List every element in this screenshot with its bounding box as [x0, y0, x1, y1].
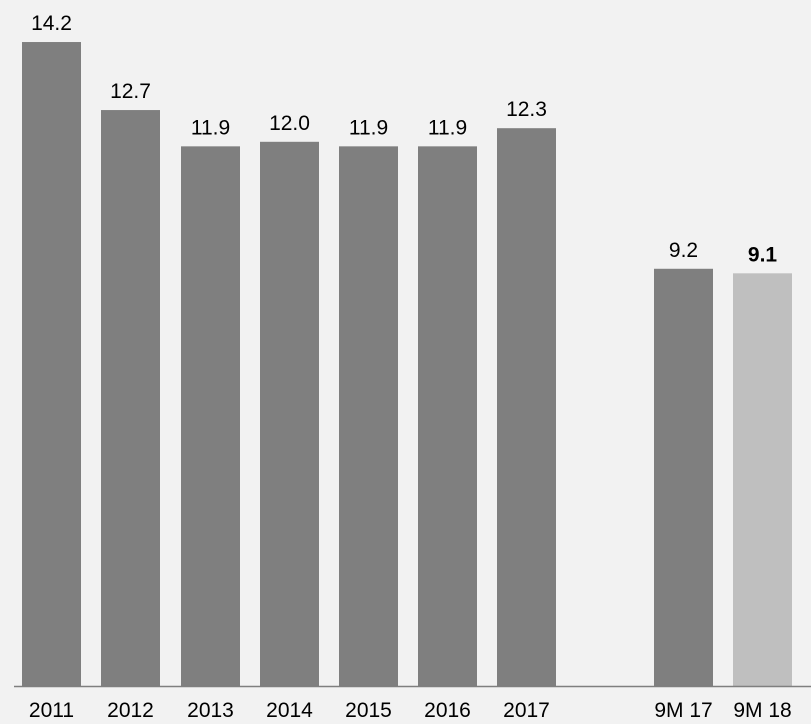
value-label-2011: 14.2 [31, 12, 72, 35]
tick-label-9m-17: 9M 17 [654, 699, 712, 722]
tick-label-2015: 2015 [345, 699, 392, 722]
value-label-2013: 11.9 [191, 116, 230, 139]
tick-label-2011: 2011 [29, 699, 74, 722]
value-label-2015: 11.9 [349, 116, 388, 139]
bar-2016 [418, 146, 477, 686]
tick-labels-group: 2011 2012 2013 2014 2015 2016 2017 9M 17 9M 18 [29, 699, 792, 722]
bar-9m-18 [733, 273, 792, 686]
value-label-2017: 12.3 [506, 98, 547, 121]
tick-label-2016: 2016 [424, 699, 471, 722]
tick-label-2017: 2017 [503, 699, 550, 722]
value-label-2014: 12.0 [269, 112, 310, 135]
value-label-2016: 11.9 [428, 116, 467, 139]
bar-2011 [22, 42, 81, 686]
bar-2015 [339, 146, 398, 686]
bar-2014 [260, 141, 319, 687]
bars-group [22, 42, 792, 687]
bar-2013 [181, 146, 240, 686]
tick-label-2012: 2012 [107, 699, 154, 722]
tick-label-9m-18: 9M 18 [733, 699, 791, 722]
value-label-9m-18: 9.1 [748, 243, 778, 266]
bar-2017 [497, 128, 556, 686]
tick-label-2014: 2014 [266, 699, 313, 722]
value-label-9m-17: 9.2 [669, 239, 698, 262]
bar-2012 [101, 110, 160, 687]
value-labels-group: 14.2 12.7 11.9 12.0 11.9 11.9 12.3 9.2 9.1 [31, 12, 777, 266]
tick-label-2013: 2013 [187, 699, 234, 722]
bar-9m-17 [654, 268, 713, 686]
value-label-2012: 12.7 [110, 80, 151, 103]
